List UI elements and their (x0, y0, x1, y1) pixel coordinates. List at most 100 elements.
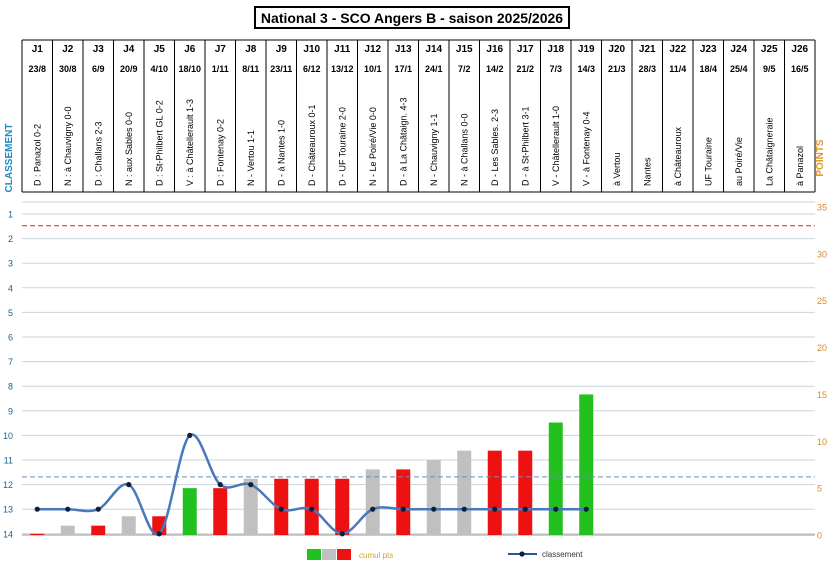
match-result-label: N - Vertou 1-1 (246, 130, 256, 186)
ranking-point-J7 (217, 482, 223, 488)
matchday-label: J18 (547, 44, 564, 55)
ranking-point-J10 (309, 506, 315, 512)
points-bar-J17 (518, 450, 533, 535)
points-bar-J1 (30, 533, 45, 535)
legend: cumul pts classement (307, 549, 583, 560)
legend-swatch (322, 549, 336, 560)
matchday-date: 23/11 (270, 64, 292, 74)
matchday-date: 14/2 (486, 64, 504, 74)
match-result-label: D - UF Touraine 2-0 (337, 107, 347, 186)
matchday-label: J20 (608, 44, 625, 55)
points-bar-J13 (396, 469, 411, 535)
left-tick-label: 11 (4, 456, 13, 466)
right-tick-label: 30 (817, 249, 827, 259)
match-result-label: V - à Fontenay 0-4 (581, 111, 591, 186)
legend-swatch (337, 549, 351, 560)
matchday-date: 6/12 (303, 64, 321, 74)
match-result-label: N - à Challans 0-0 (459, 113, 469, 186)
matchday-label: J21 (639, 44, 656, 55)
points-bar-J6 (182, 488, 197, 535)
match-result-label: à Vertou (612, 152, 622, 186)
match-result-label: D : Panazol 0-2 (32, 124, 42, 186)
left-tick-label: 10 (3, 431, 13, 441)
match-result-label: La Châtaigneraie (764, 117, 774, 186)
ranking-point-J13 (400, 506, 406, 512)
left-tick-label: 9 (8, 406, 13, 416)
matchday-label: J24 (730, 44, 747, 55)
matchday-label: J3 (93, 44, 105, 55)
match-result-label: D : Challans 2-3 (93, 121, 103, 186)
matchday-date: 18/4 (699, 64, 717, 74)
left-tick-label: 8 (8, 382, 13, 392)
points-bar-J4 (121, 516, 136, 535)
points-bar-J7 (213, 488, 228, 535)
match-result-label: N : à Chauvigny 0-0 (63, 106, 73, 186)
ranking-point-J9 (278, 506, 284, 512)
ranking-point-J14 (431, 506, 437, 512)
ranking-point-J3 (95, 506, 101, 512)
match-result-label: D - à Nantes 1-0 (276, 120, 286, 186)
ranking-line (34, 432, 589, 537)
right-tick-label: 10 (817, 437, 827, 447)
points-bar-J16 (487, 450, 502, 535)
legend-label-points: cumul pts (359, 551, 393, 560)
match-result-label: D - à St-Philbert 3-1 (520, 106, 530, 186)
matchday-date: 28/3 (638, 64, 656, 74)
match-result-label: N : aux Sables 0-0 (124, 112, 134, 186)
matchday-date: 23/8 (28, 64, 46, 74)
match-result-label: N - Chauvigny 1-1 (429, 113, 439, 186)
ranking-point-J16 (492, 506, 498, 512)
points-bar-J8 (243, 478, 258, 535)
right-tick-label: 35 (817, 203, 827, 213)
left-tick-label: 5 (8, 308, 13, 318)
left-tick-label: 4 (8, 283, 13, 293)
points-bar-J14 (426, 460, 441, 535)
match-result-label: D - à La Châtaign. 4-3 (398, 97, 408, 186)
ranking-point-J19 (583, 506, 589, 512)
match-result-label: Nantes (642, 157, 652, 186)
matchday-label: J23 (700, 44, 717, 55)
ranking-point-J2 (65, 506, 71, 512)
ranking-point-J8 (248, 482, 254, 488)
legend-marker (519, 551, 525, 557)
ranking-point-J6 (187, 432, 193, 438)
matchday-date: 6/9 (92, 64, 105, 74)
right-tick-label: 25 (817, 296, 827, 306)
match-result-label: D : St-Philbert GL 0-2 (154, 100, 164, 186)
match-result-label: UF Touraine (703, 137, 713, 186)
matchday-label: J13 (395, 44, 412, 55)
matchday-date: 20/9 (120, 64, 138, 74)
matchday-label: J14 (425, 44, 442, 55)
matchday-date: 21/3 (608, 64, 626, 74)
match-result-label: N - Le Poiré/Vie 0-0 (368, 107, 378, 186)
left-tick-label: 13 (3, 505, 13, 515)
reference-lines (22, 225, 815, 478)
matchday-label: J2 (62, 44, 74, 55)
matchday-label: J12 (364, 44, 381, 55)
matchday-label: J11 (334, 44, 351, 55)
match-result-label: V : à Châtellerault 1-3 (185, 99, 195, 186)
left-axis-label: CLASSEMENT (4, 124, 15, 193)
matchday-date: 21/2 (516, 64, 534, 74)
matchday-label: J6 (184, 44, 196, 55)
left-tick-label: 14 (3, 529, 13, 539)
matchday-date: 8/11 (242, 64, 259, 74)
matchday-date: 24/1 (425, 64, 443, 74)
matchday-label: J7 (215, 44, 227, 55)
match-result-label: à Panazol (795, 146, 805, 186)
left-tick-label: 6 (8, 333, 13, 343)
ranking-point-J5 (156, 531, 162, 537)
matchday-label: J25 (761, 44, 778, 55)
ranking-point-J4 (126, 482, 132, 488)
chart-title: National 3 - SCO Angers B - saison 2025/… (254, 6, 570, 29)
matchday-date: 13/12 (331, 64, 354, 74)
matchday-date: 7/2 (458, 64, 471, 74)
matchday-date: 9/5 (763, 64, 776, 74)
ranking-point-J18 (553, 506, 559, 512)
points-bar-J18 (548, 422, 563, 535)
points-bar-J19 (579, 394, 594, 535)
left-tick-label: 7 (8, 357, 13, 367)
matchday-label: J5 (154, 44, 166, 55)
matchday-label: J10 (303, 44, 320, 55)
points-bars (30, 394, 594, 535)
